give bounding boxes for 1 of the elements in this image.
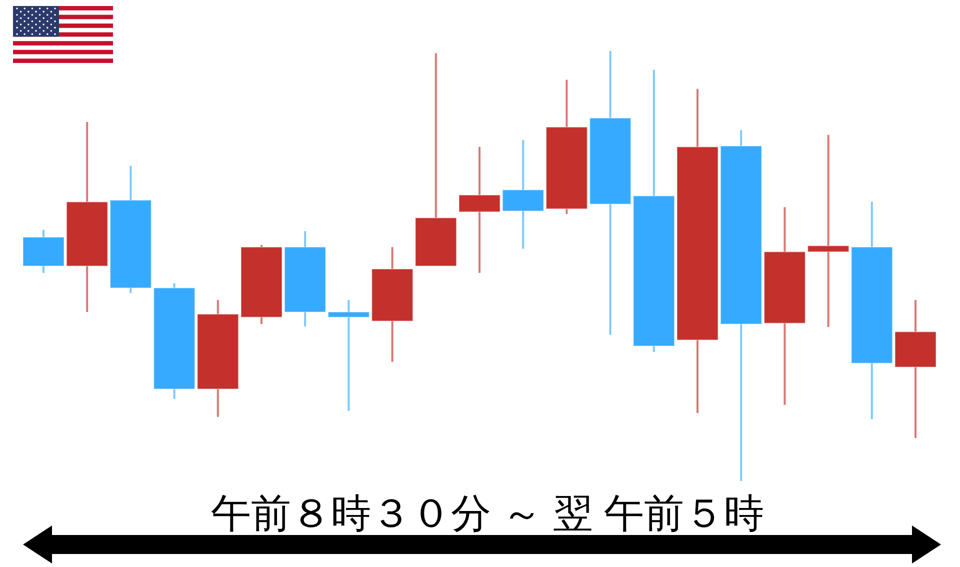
text: 午前８時３０分 ～ 翌 午前５時 bbox=[210, 492, 764, 536]
